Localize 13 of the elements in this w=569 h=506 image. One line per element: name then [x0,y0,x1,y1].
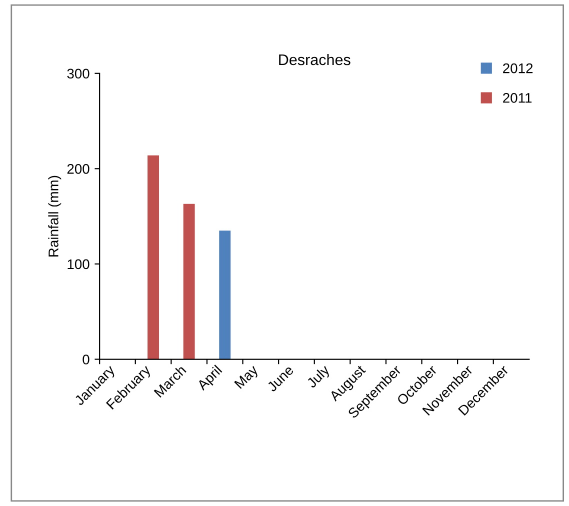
y-tick-label: 0 [82,354,90,364]
x-tick-label: May [234,364,261,391]
y-tick-label: 300 [67,68,90,79]
bar [183,204,195,360]
y-tick-label: 200 [67,164,90,174]
legend-label: 2012 [503,63,533,74]
y-tick-label: 100 [68,259,90,270]
x-tick-label: July [306,364,332,390]
chart-title: Desraches [279,54,350,66]
bar [148,155,159,360]
bar [219,230,231,360]
y-axis-title: Rainfall (mm) [48,176,62,256]
legend-label: 2011 [503,92,532,103]
